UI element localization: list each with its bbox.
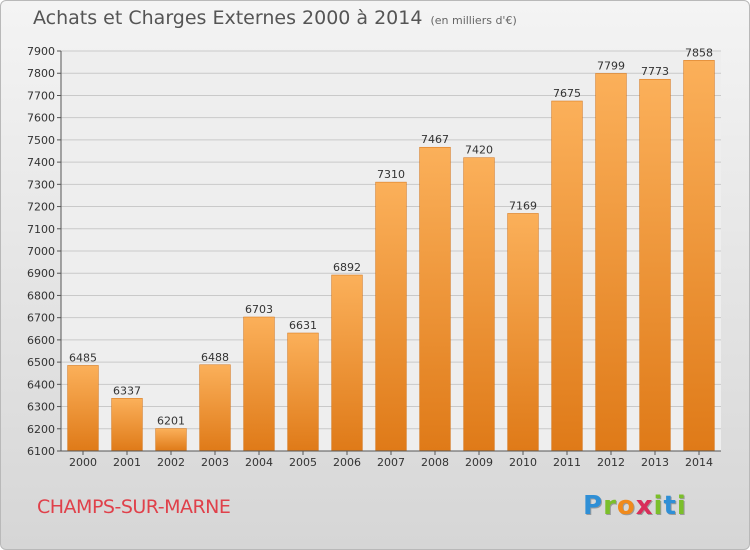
bar-2002 xyxy=(155,428,187,452)
y-tick-label: 7200 xyxy=(27,201,55,214)
data-label-2012: 7799 xyxy=(597,59,625,72)
x-tick-label-2002: 2002 xyxy=(157,456,185,469)
bar-2012 xyxy=(595,73,627,452)
chart-title: Achats et Charges Externes 2000 à 2014 (e… xyxy=(33,7,517,29)
y-tick-label: 6100 xyxy=(27,445,55,458)
data-label-2001: 6337 xyxy=(113,384,141,397)
data-label-2009: 7420 xyxy=(465,144,493,157)
data-label-2006: 6892 xyxy=(333,261,361,274)
x-tick-label-2007: 2007 xyxy=(377,456,405,469)
y-tick-label: 6500 xyxy=(27,356,55,369)
x-tick-label-2008: 2008 xyxy=(421,456,449,469)
logo-letter: r xyxy=(603,491,617,521)
logo-letter: x xyxy=(635,491,654,521)
data-label-2004: 6703 xyxy=(245,303,273,316)
data-label-2000: 6485 xyxy=(69,351,97,364)
bar-2006 xyxy=(331,274,363,452)
logo-letter: i xyxy=(653,491,664,521)
commune-name: CHAMPS-SUR-MARNE xyxy=(37,496,231,518)
x-tick-label-2004: 2004 xyxy=(245,456,273,469)
bar-2008 xyxy=(419,146,451,452)
y-tick-label: 7700 xyxy=(27,89,55,102)
data-label-2011: 7675 xyxy=(553,87,581,100)
y-tick-label: 6300 xyxy=(27,401,55,414)
data-label-2007: 7310 xyxy=(377,168,405,181)
bar-2013 xyxy=(639,78,671,452)
y-tick-label: 7600 xyxy=(27,112,55,125)
y-tick-label: 6700 xyxy=(27,312,55,325)
x-tick-label-2001: 2001 xyxy=(113,456,141,469)
data-label-2014: 7858 xyxy=(685,46,713,59)
y-tick-label: 6200 xyxy=(27,423,55,436)
x-tick-label-2006: 2006 xyxy=(333,456,361,469)
logo-letter: o xyxy=(616,491,636,521)
bar-2007 xyxy=(375,181,407,452)
chart-subtitle: (en milliers d'€) xyxy=(430,14,517,27)
y-tick-label: 6400 xyxy=(27,378,55,391)
data-label-2013: 7773 xyxy=(641,65,669,78)
x-tick-label-2010: 2010 xyxy=(509,456,537,469)
x-tick-label-2009: 2009 xyxy=(465,456,493,469)
x-tick-label-2011: 2011 xyxy=(553,456,581,469)
y-tick-label: 7800 xyxy=(27,67,55,80)
y-tick-label: 7000 xyxy=(27,245,55,258)
x-tick-label-2005: 2005 xyxy=(289,456,317,469)
data-label-2010: 7169 xyxy=(509,199,537,212)
data-label-2008: 7467 xyxy=(421,133,449,146)
bar-2010 xyxy=(507,213,539,452)
x-tick-label-2012: 2012 xyxy=(597,456,625,469)
y-tick-label: 7300 xyxy=(27,178,55,191)
logo-letter: P xyxy=(583,491,604,521)
bar-2003 xyxy=(199,364,231,452)
data-label-2002: 6201 xyxy=(157,415,185,428)
bar-2005 xyxy=(287,332,319,452)
y-tick-label: 7500 xyxy=(27,134,55,147)
data-label-2005: 6631 xyxy=(289,319,317,332)
y-tick-label: 6600 xyxy=(27,334,55,347)
proxiti-logo: Proxiti xyxy=(583,491,687,521)
x-tick-label-2013: 2013 xyxy=(641,456,669,469)
x-tick-label-2000: 2000 xyxy=(69,456,97,469)
x-tick-label-2014: 2014 xyxy=(685,456,713,469)
y-tick-label: 6900 xyxy=(27,267,55,280)
data-label-2003: 6488 xyxy=(201,351,229,364)
bar-2001 xyxy=(111,398,143,452)
bar-2014 xyxy=(683,60,715,452)
logo-letter: t xyxy=(663,491,677,521)
y-tick-label: 6800 xyxy=(27,289,55,302)
y-tick-label: 7400 xyxy=(27,156,55,169)
bar-2009 xyxy=(463,157,495,452)
bar-2000 xyxy=(67,365,99,452)
y-tick-label: 7100 xyxy=(27,223,55,236)
bar-2004 xyxy=(243,316,275,452)
logo-letter: i xyxy=(676,491,687,521)
y-tick-label: 7900 xyxy=(27,45,55,58)
x-tick-label-2003: 2003 xyxy=(201,456,229,469)
bar-2011 xyxy=(551,100,583,452)
chart-title-text: Achats et Charges Externes 2000 à 2014 xyxy=(33,7,423,29)
